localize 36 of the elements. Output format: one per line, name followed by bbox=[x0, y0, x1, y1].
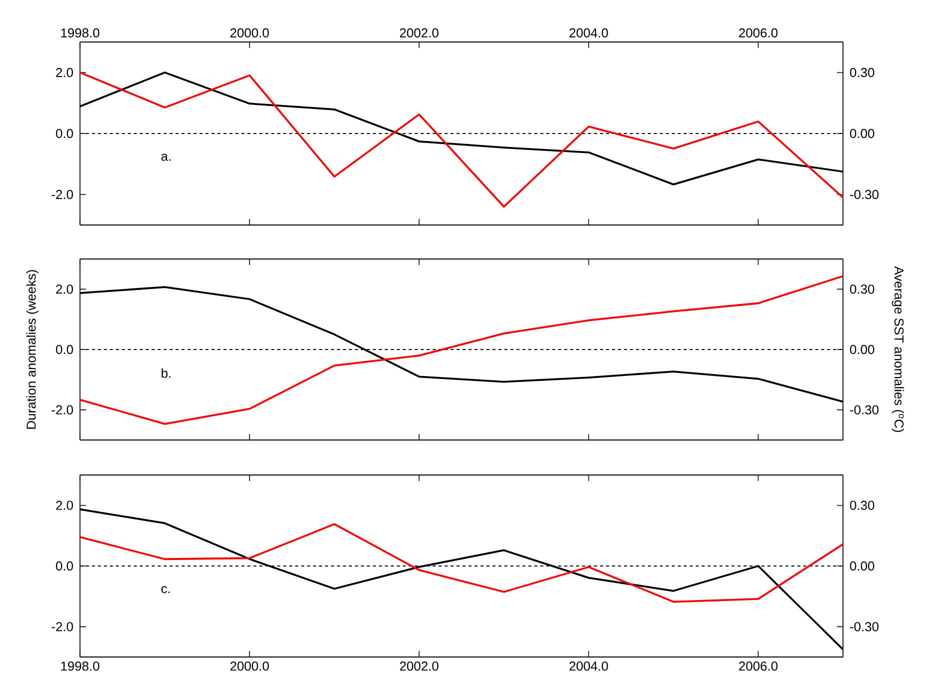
line-series bbox=[79, 72, 844, 208]
line-series bbox=[79, 275, 844, 425]
line-series bbox=[79, 523, 844, 603]
x-tick-label: 2000.0 bbox=[230, 662, 269, 671]
y-tick-label: 2.0 bbox=[56, 68, 73, 78]
y-tick-label: 0.0 bbox=[56, 344, 73, 354]
x-tick-label: 2004.0 bbox=[570, 662, 608, 671]
y2-tick-label: 0.30 bbox=[850, 68, 874, 78]
x-tick-label: 2006.0 bbox=[739, 662, 778, 671]
y2-axis-title: Average SST anomalies ($^{o}$C) bbox=[892, 266, 904, 432]
x-tick-label: 2000.0 bbox=[230, 28, 269, 38]
y2-tick-label: -0.30 bbox=[850, 622, 879, 632]
y-tick-label: -2.0 bbox=[52, 622, 73, 632]
y2-tick-label: 0.30 bbox=[850, 500, 874, 510]
y-axis-title: Duration anomalies (weeks) bbox=[26, 270, 38, 429]
y-tick-label: -2.0 bbox=[52, 405, 73, 414]
y2-tick-label: -0.30 bbox=[850, 190, 879, 200]
x-tick-label: 1998.0 bbox=[61, 28, 100, 38]
y-tick-label: -2.0 bbox=[52, 190, 73, 200]
y2-tick-label: -0.30 bbox=[850, 405, 879, 414]
x-tick-label: 2006.0 bbox=[739, 28, 778, 38]
y-tick-label: 2.0 bbox=[56, 500, 73, 510]
y-tick-label: 0.0 bbox=[56, 561, 73, 571]
annotation: b. bbox=[162, 368, 170, 378]
y2-tick-label: 0.30 bbox=[850, 284, 874, 294]
y2-tick-label: 0.00 bbox=[850, 344, 874, 354]
x-tick-label: 2002.0 bbox=[400, 28, 438, 38]
y-tick-label: 2.0 bbox=[56, 284, 73, 294]
y2-tick-label: 0.00 bbox=[850, 561, 874, 571]
y-tick-label: 0.0 bbox=[56, 128, 73, 138]
x-tick-label: 2004.0 bbox=[570, 28, 608, 38]
annotation: a. bbox=[161, 154, 170, 161]
y2-tick-label: 0.00 bbox=[850, 128, 874, 138]
annotation: c. bbox=[161, 586, 170, 594]
x-tick-label: 2002.0 bbox=[400, 662, 438, 671]
x-tick-label: 1998.0 bbox=[61, 662, 100, 671]
